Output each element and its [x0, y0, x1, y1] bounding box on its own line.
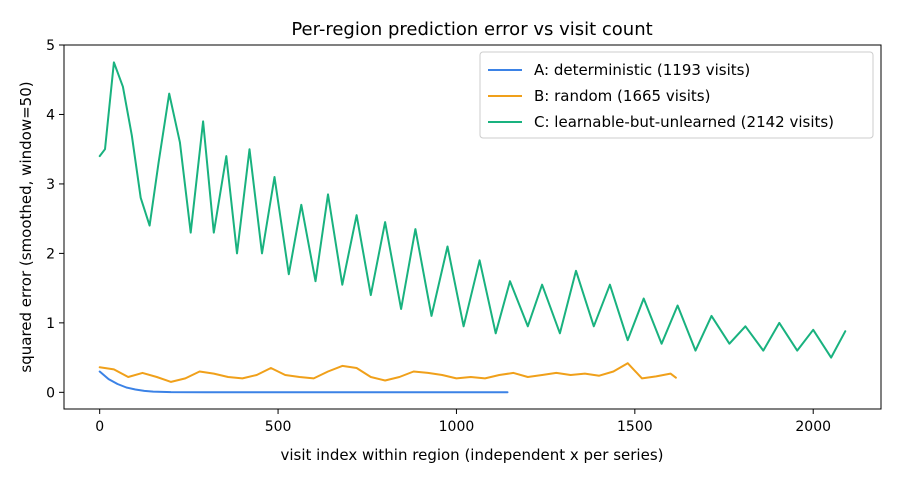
- plot-frame: [63, 44, 882, 410]
- y-tick-label: 0: [46, 385, 55, 401]
- x-tick-label: 2000: [795, 419, 831, 435]
- series-line-c: [98, 61, 847, 359]
- legend: A: deterministic (1193 visits) B: random …: [479, 51, 874, 139]
- x-tick-label: 1500: [617, 419, 653, 435]
- legend-label: A: deterministic (1193 visits): [534, 61, 750, 79]
- y-tick-label: 5: [46, 38, 55, 54]
- y-tick-label: 1: [46, 316, 55, 332]
- y-tick-label: 3: [46, 177, 55, 193]
- series-layer: [98, 61, 847, 394]
- plot-area: [63, 44, 882, 410]
- x-tick-label: 1000: [439, 419, 475, 435]
- x-axis-ticks: 0 500 1000 1500 2000: [95, 409, 831, 435]
- series-line-b: [98, 362, 677, 383]
- x-axis-label: visit index within region (independent x…: [281, 446, 664, 464]
- legend-items: A: deterministic (1193 visits) B: random …: [488, 61, 834, 131]
- legend-box: [479, 51, 874, 139]
- y-tick-label: 2: [46, 246, 55, 262]
- x-tick-label: 0: [95, 419, 104, 435]
- chart-title: Per-region prediction error vs visit cou…: [291, 19, 652, 40]
- y-tick-label: 4: [46, 107, 55, 123]
- y-axis-ticks: 0 1 2 3 4 5: [46, 38, 64, 401]
- y-axis-label: squared error (smoothed, window=50): [17, 81, 35, 372]
- legend-label: C: learnable-but-unlearned (2142 visits): [534, 113, 834, 131]
- legend-label: B: random (1665 visits): [534, 87, 710, 105]
- x-tick-label: 500: [265, 419, 292, 435]
- series-line-a: [98, 370, 509, 394]
